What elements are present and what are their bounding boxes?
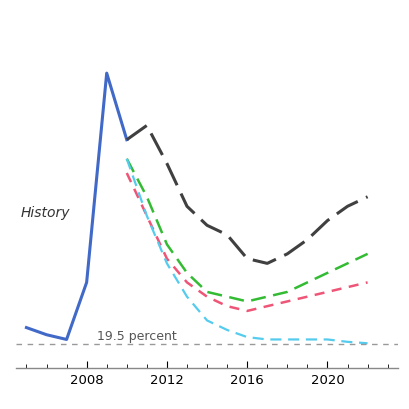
Text: 19.5 percent: 19.5 percent (97, 329, 176, 342)
Text: History: History (20, 205, 70, 219)
